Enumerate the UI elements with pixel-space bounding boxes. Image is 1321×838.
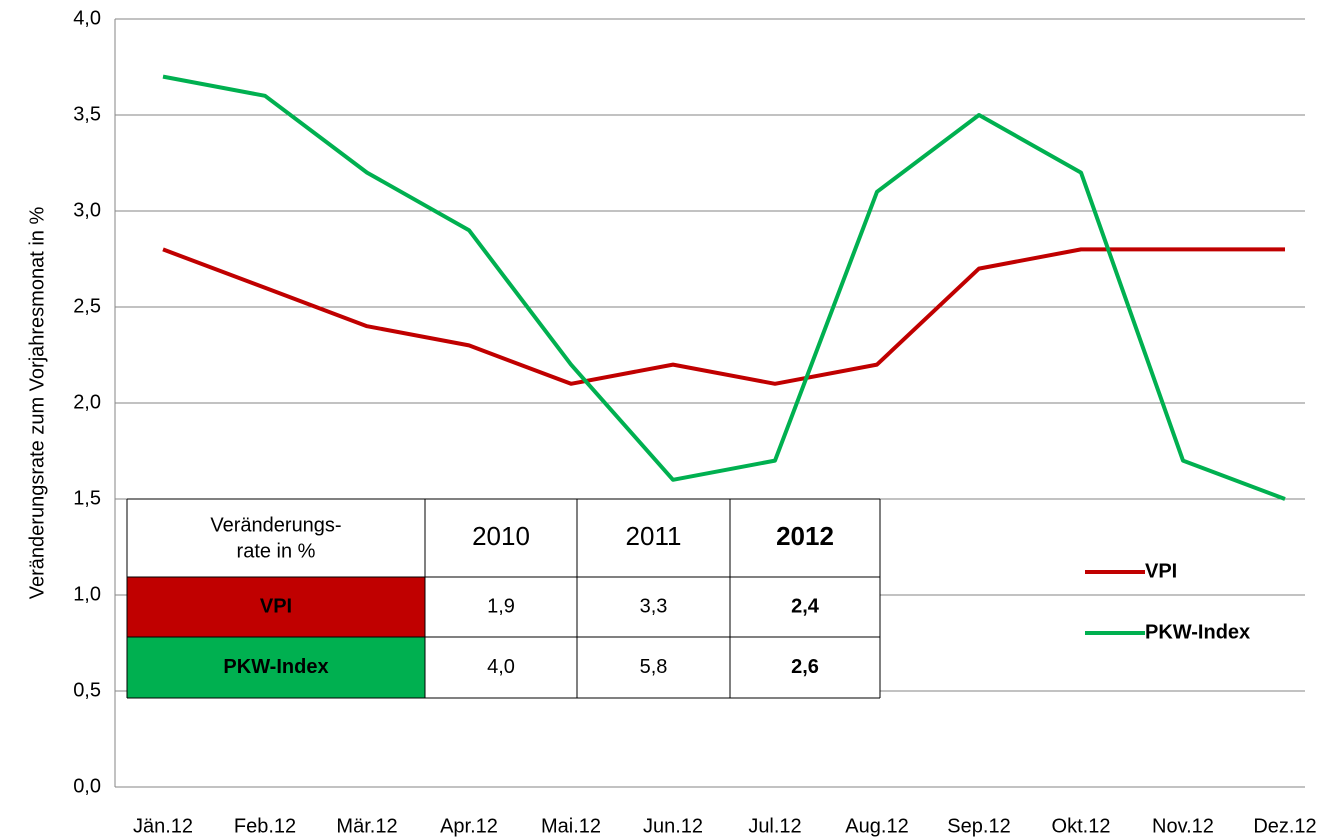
- series-line: [162, 247, 1285, 386]
- x-tick-label: Aug.12: [845, 815, 908, 837]
- y-tick-label: 0,5: [73, 679, 101, 701]
- row-label-cell: [127, 637, 425, 698]
- y-tick-label: 1,0: [73, 583, 101, 605]
- x-tick-label: Mai.12: [541, 815, 601, 837]
- x-tick-label: Sep.12: [947, 815, 1010, 837]
- y-tick-label: 2,0: [73, 391, 101, 413]
- series-line: [162, 74, 1286, 501]
- x-tick-label: Okt.12: [1052, 815, 1111, 837]
- table-cell: 2,4: [791, 595, 820, 617]
- table-cell: 5,8: [640, 656, 668, 678]
- row-label-cell: [127, 577, 425, 637]
- table-header: 2011: [626, 521, 682, 551]
- x-tick-label: Nov.12: [1152, 815, 1214, 837]
- x-tick-label: Jun.12: [643, 815, 703, 837]
- table-header: 2012: [776, 521, 834, 551]
- legend-label: VPI: [1145, 560, 1177, 582]
- x-tick-label: Dez.12: [1253, 815, 1316, 837]
- table-header: 2010: [472, 521, 530, 551]
- y-tick-label: 2,5: [73, 295, 101, 317]
- x-tick-label: Jän.12: [133, 815, 193, 837]
- row-label: PKW-Index: [223, 656, 328, 678]
- table-header: rate in %: [237, 540, 316, 562]
- table-cell: 1,9: [487, 595, 515, 617]
- y-tick-label: 1,5: [73, 487, 101, 509]
- x-tick-label: Mär.12: [336, 815, 397, 837]
- y-axis-label: Veränderungsrate zum Vorjahresmonat in %: [26, 207, 48, 600]
- x-tick-label: Jul.12: [748, 815, 801, 837]
- table-cell: 4,0: [487, 656, 515, 678]
- x-tick-label: Feb.12: [234, 815, 296, 837]
- row-label: VPI: [260, 595, 292, 617]
- table-header: Veränderungs-: [210, 514, 341, 536]
- y-tick-label: 3,5: [73, 103, 101, 125]
- y-tick-label: 4,0: [73, 7, 101, 29]
- table-cell: 2,6: [791, 656, 819, 678]
- legend-label: PKW-Index: [1145, 621, 1250, 643]
- table-cell: 3,3: [640, 595, 668, 617]
- y-tick-label: 0,0: [73, 775, 101, 797]
- x-tick-label: Apr.12: [440, 815, 498, 837]
- y-tick-label: 3,0: [73, 199, 101, 221]
